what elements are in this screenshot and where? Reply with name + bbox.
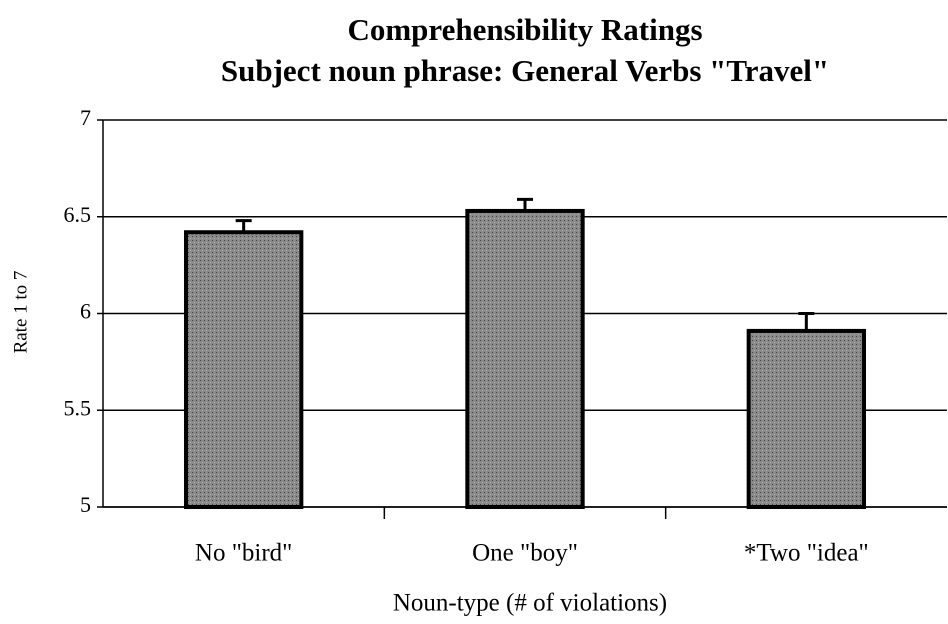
x-tick-label: No "bird"	[195, 540, 293, 567]
y-tick-label: 6.5	[64, 202, 92, 227]
y-axis-label: Rate 1 to 7	[10, 271, 31, 354]
error-bar	[235, 219, 252, 233]
y-tick-label: 7	[80, 105, 91, 130]
chart-title: Comprehensibility Ratings	[347, 12, 702, 47]
bar	[183, 230, 304, 509]
x-axis-label: Noun-type (# of violations)	[393, 590, 667, 617]
bar	[746, 328, 867, 510]
y-tick-label: 6	[80, 299, 91, 324]
bar	[465, 208, 585, 509]
y-tick-label: 5.5	[64, 395, 92, 420]
x-tick-label: *Two "idea"	[744, 540, 869, 567]
error-bar	[517, 197, 533, 211]
x-tick-label: One "boy"	[472, 540, 578, 567]
y-tick-label: 5	[80, 492, 91, 517]
chart-subtitle: Subject noun phrase: General Verbs "Trav…	[221, 53, 829, 88]
error-bar	[798, 312, 815, 331]
